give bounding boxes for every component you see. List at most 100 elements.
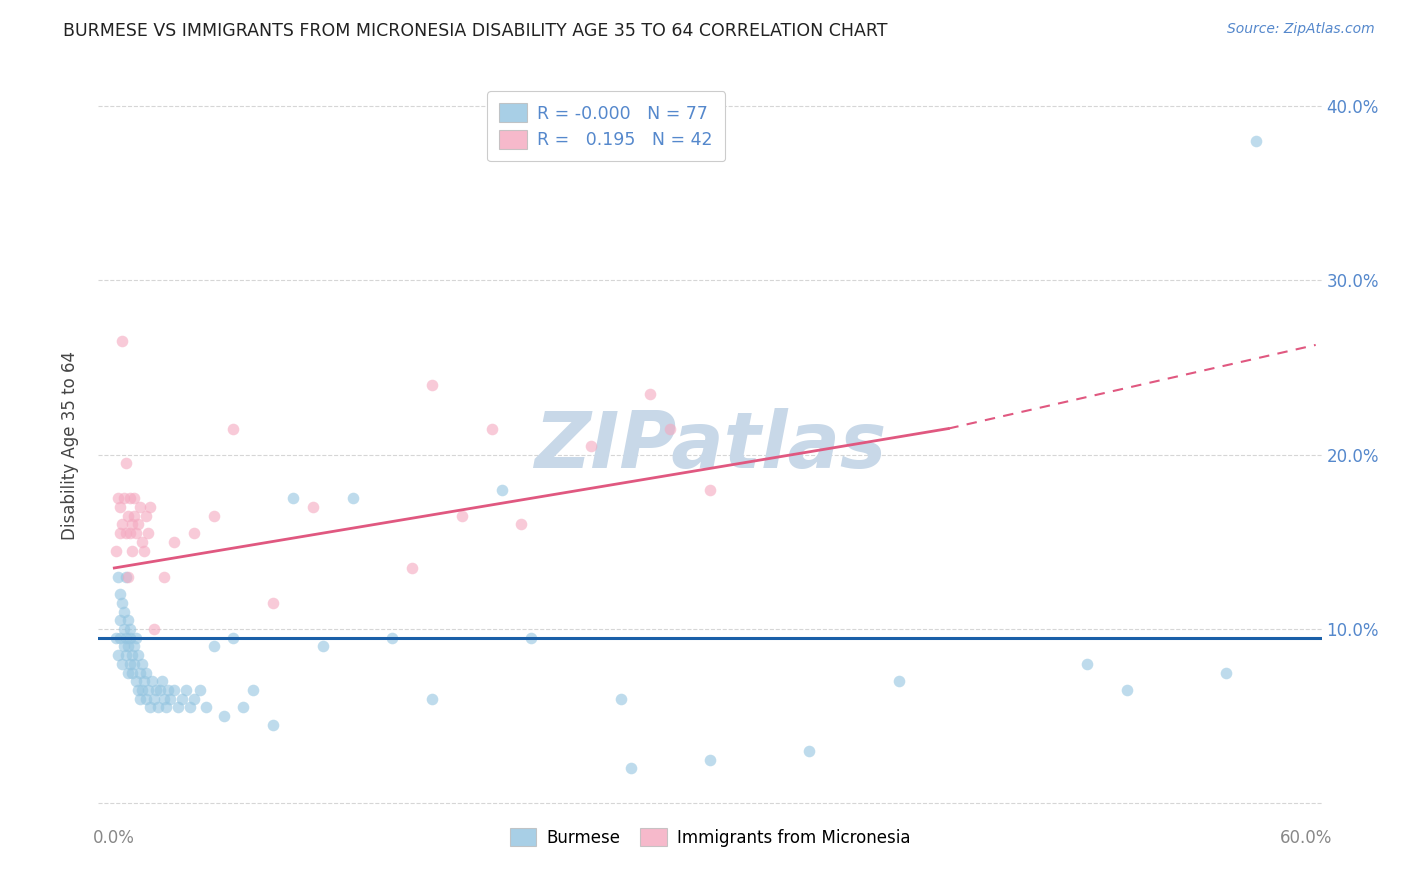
Point [699,483,721,497]
Point [129,691,152,706]
Point [163,682,186,697]
Point [302,500,325,514]
Point [112,491,135,506]
Point [143,691,166,706]
Point [609,691,631,706]
Point [520,631,543,645]
Point [121,648,143,662]
Point [129,665,152,680]
Point [115,457,138,471]
Point [127,648,149,662]
Point [1244,134,1267,148]
Point [401,561,423,575]
Point [262,718,284,732]
Point [163,534,186,549]
Point [112,622,135,636]
Point [135,508,157,523]
Point [107,491,129,506]
Point [115,631,138,645]
Point [202,640,225,654]
Point [420,378,443,392]
Text: Source: ZipAtlas.com: Source: ZipAtlas.com [1227,22,1375,37]
Point [127,517,149,532]
Point [111,334,134,349]
Point [120,491,142,506]
Point [117,640,139,654]
Point [342,491,364,506]
Point [579,439,602,453]
Point [188,682,211,697]
Text: ZIPatlas: ZIPatlas [534,408,886,484]
Point [281,491,304,506]
Point [122,491,145,506]
Y-axis label: Disability Age 35 to 64: Disability Age 35 to 64 [60,351,79,541]
Point [183,691,205,706]
Point [120,631,142,645]
Point [107,648,129,662]
Text: BURMESE VS IMMIGRANTS FROM MICRONESIA DISABILITY AGE 35 TO 64 CORRELATION CHART: BURMESE VS IMMIGRANTS FROM MICRONESIA DI… [63,22,887,40]
Point [481,421,503,435]
Point [115,570,138,584]
Point [156,682,179,697]
Point [110,526,132,541]
Point [1215,665,1237,680]
Point [125,631,148,645]
Point [242,682,264,697]
Point [887,674,910,689]
Point [149,682,172,697]
Point [450,508,472,523]
Point [117,570,139,584]
Point [105,543,128,558]
Point [112,605,135,619]
Point [150,674,173,689]
Point [491,483,513,497]
Point [110,500,132,514]
Point [132,543,155,558]
Point [1076,657,1098,671]
Point [115,526,138,541]
Point [115,648,138,662]
Point [135,665,157,680]
Point [155,700,177,714]
Point [117,665,139,680]
Point [139,700,162,714]
Point [194,700,217,714]
Point [146,700,169,714]
Point [132,674,155,689]
Point [121,543,143,558]
Point [135,691,157,706]
Point [153,691,176,706]
Point [166,700,188,714]
Point [122,640,145,654]
Point [222,631,245,645]
Point [120,526,142,541]
Point [131,682,153,697]
Point [125,674,148,689]
Point [110,613,132,627]
Point [110,631,132,645]
Point [620,761,643,775]
Point [110,587,132,601]
Point [120,622,142,636]
Point [212,709,235,723]
Point [125,526,148,541]
Point [232,700,254,714]
Point [112,640,135,654]
Point [122,508,145,523]
Point [136,526,159,541]
Point [111,657,134,671]
Point [136,682,159,697]
Point [179,700,201,714]
Point [1116,682,1139,697]
Point [659,421,682,435]
Point [111,517,134,532]
Point [129,500,152,514]
Point [122,657,145,671]
Point [139,500,162,514]
Point [111,596,134,610]
Point [141,674,163,689]
Point [131,534,153,549]
Point [121,517,143,532]
Point [107,570,129,584]
Point [117,508,139,523]
